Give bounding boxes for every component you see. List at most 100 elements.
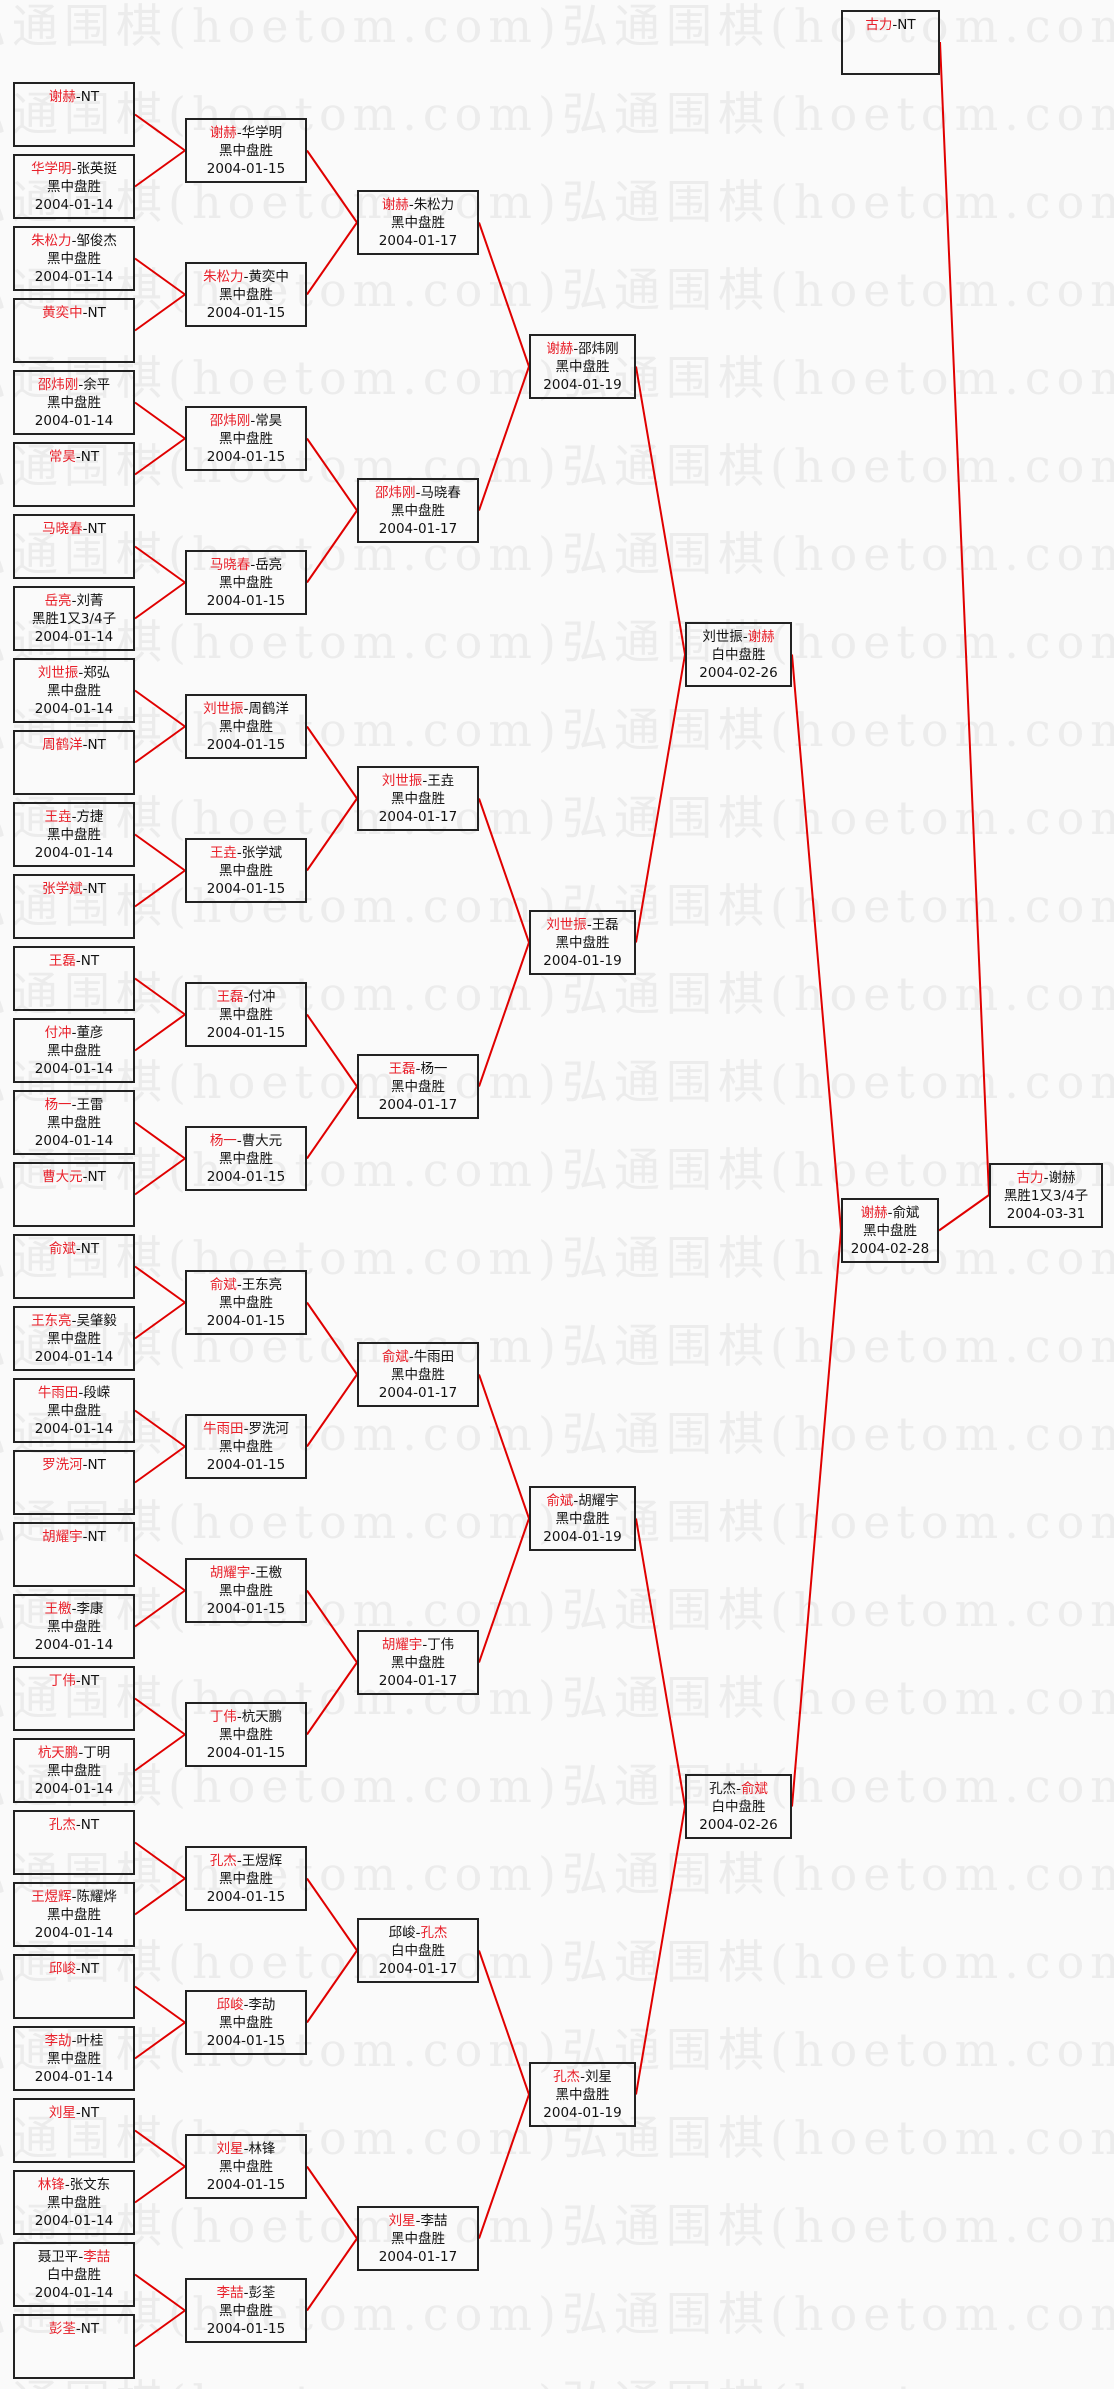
connector-line (306, 149, 358, 224)
match-box-round-2[interactable]: 王垚-张学斌 黑中盘胜 2004-01-15 (185, 838, 307, 903)
match-players: 谢赫-邵炜刚 (531, 340, 634, 358)
player-2: 孔杰 (420, 1925, 448, 1941)
match-box-round-5[interactable]: 刘世振-谢赫 白中盘胜 2004-02-26 (685, 622, 792, 687)
match-players: 俞斌-胡耀宇 (531, 1492, 634, 1510)
connector-line (134, 1877, 186, 1916)
match-box-round-3[interactable]: 邵炜刚-马晓春 黑中盘胜 2004-01-17 (357, 478, 479, 543)
match-box-round-1[interactable]: 曹大元-NT (13, 1162, 135, 1227)
player-2: NT (897, 17, 916, 33)
match-box-round-1[interactable]: 胡耀宇-NT (13, 1522, 135, 1587)
match-box-round-1[interactable]: 彭荃-NT (13, 2314, 135, 2379)
match-box-round-1[interactable]: 张学斌-NT (13, 874, 135, 939)
match-box-round-1[interactable]: 牛雨田-段嵘 黑中盘胜 2004-01-14 (13, 1378, 135, 1443)
match-box-round-1[interactable]: 王煜辉-陈耀烨 黑中盘胜 2004-01-14 (13, 1882, 135, 1947)
match-result: 黑中盘胜 (47, 395, 101, 411)
match-box-round-1[interactable]: 罗洗河-NT (13, 1450, 135, 1515)
connector-line (306, 1085, 358, 1160)
match-box-round-3[interactable]: 俞斌-牛雨田 黑中盘胜 2004-01-17 (357, 1342, 479, 1407)
final-match-box[interactable]: 古力-谢赫 黑胜1又3/4子 2004-03-31 (989, 1162, 1103, 1228)
match-box-round-2[interactable]: 邵炜刚-常昊 黑中盘胜 2004-01-15 (185, 406, 307, 471)
match-box-round-2[interactable]: 俞斌-王东亮 黑中盘胜 2004-01-15 (185, 1270, 307, 1335)
watermark-row: 弘通围棋(hoetom.com)弘通围棋(hoetom.com)弘通围棋(hoe… (0, 782, 1114, 848)
match-box-round-4[interactable]: 孔杰-刘星 黑中盘胜 2004-01-19 (529, 2062, 636, 2127)
match-box-round-3[interactable]: 刘星-李喆 黑中盘胜 2004-01-17 (357, 2206, 479, 2271)
match-box-round-1[interactable]: 杨一-王雷 黑中盘胜 2004-01-14 (13, 1090, 135, 1155)
player-2: NT (80, 449, 100, 465)
match-box-round-1[interactable]: 俞斌-NT (13, 1234, 135, 1299)
match-box-round-1[interactable]: 邱峻-NT (13, 1954, 135, 2019)
match-box-round-1[interactable]: 孔杰-NT (13, 1810, 135, 1875)
match-box-round-4[interactable]: 谢赫-邵炜刚 黑中盘胜 2004-01-19 (529, 334, 636, 399)
match-box-round-2[interactable]: 李喆-彭荃 黑中盘胜 2004-01-15 (185, 2278, 307, 2343)
match-box-round-2[interactable]: 刘世振-周鹤洋 黑中盘胜 2004-01-15 (185, 694, 307, 759)
match-players: 王檄-李康 (15, 1600, 133, 1618)
match-box-round-2[interactable]: 孔杰-王煜辉 黑中盘胜 2004-01-15 (185, 1846, 307, 1911)
player-1: 邱峻 (388, 1925, 416, 1941)
match-box-round-2[interactable]: 谢赫-华学明 黑中盘胜 2004-01-15 (185, 118, 307, 183)
connector-line (134, 2309, 186, 2348)
connector-line (134, 1445, 186, 1484)
match-box-round-1[interactable]: 付冲-董彦 黑中盘胜 2004-01-14 (13, 1018, 135, 1083)
match-box-round-2[interactable]: 刘星-林锋 黑中盘胜 2004-01-15 (185, 2134, 307, 2199)
separator: - (422, 1637, 428, 1653)
match-players: 岳亮-刘菁 (15, 592, 133, 610)
player-2: NT (87, 1169, 106, 1185)
connector-line (306, 1013, 358, 1088)
watermark-text: 弘通围棋(hoetom.com) (0, 439, 562, 493)
match-box-round-1[interactable]: 谢赫-NT (13, 82, 135, 147)
player-1: 刘星 (216, 2141, 244, 2157)
match-date: 2004-01-14 (34, 1925, 114, 1941)
separator: - (78, 665, 84, 681)
match-box-round-1[interactable]: 岳亮-刘菁 黑胜1又3/4子 2004-01-14 (13, 586, 135, 651)
match-box-round-6[interactable]: 谢赫-俞斌 黑中盘胜 2004-02-28 (841, 1198, 939, 1263)
watermark-row: 弘通围棋(hoetom.com)弘通围棋(hoetom.com)弘通围棋(hoe… (0, 1310, 1114, 1376)
connector-line (134, 1697, 186, 1736)
player-1: 王磊 (388, 1061, 416, 1077)
match-result: 黑中盘胜 (219, 2015, 273, 2031)
match-result: 黑中盘胜 (391, 1655, 445, 1671)
match-box-round-1[interactable]: 聂卫平-李喆 白中盘胜 2004-01-14 (13, 2242, 135, 2307)
player-1: 彭荃 (48, 2321, 76, 2337)
match-date: 2004-01-19 (543, 2105, 622, 2121)
separator: - (236, 845, 242, 861)
match-box-round-1[interactable]: 王檄-李康 黑中盘胜 2004-01-14 (13, 1594, 135, 1659)
match-box-round-1[interactable]: 刘星-NT (13, 2098, 135, 2163)
match-box-round-3[interactable]: 王磊-杨一 黑中盘胜 2004-01-17 (357, 1054, 479, 1119)
match-box-round-3[interactable]: 胡耀宇-丁伟 黑中盘胜 2004-01-17 (357, 1630, 479, 1695)
match-box-round-2[interactable]: 丁伟-杭天鹏 黑中盘胜 2004-01-15 (185, 1702, 307, 1767)
match-box-round-2[interactable]: 马晓春-岳亮 黑中盘胜 2004-01-15 (185, 550, 307, 615)
match-box-round-1[interactable]: 杭天鹏-丁明 黑中盘胜 2004-01-14 (13, 1738, 135, 1803)
match-box-round-4[interactable]: 刘世振-王磊 黑中盘胜 2004-01-19 (529, 910, 636, 975)
match-box-round-1[interactable]: 丁伟-NT (13, 1666, 135, 1731)
match-box-round-1[interactable]: 黄奕中-NT (13, 298, 135, 363)
match-box-round-1[interactable]: 马晓春-NT (13, 514, 135, 579)
match-box-round-1[interactable]: 王东亮-吴肇毅 黑中盘胜 2004-01-14 (13, 1306, 135, 1371)
match-box-round-1[interactable]: 王垚-方捷 黑中盘胜 2004-01-14 (13, 802, 135, 867)
match-players: 丁伟-杭天鹏 (187, 1708, 305, 1726)
match-box-round-1[interactable]: 周鹤洋-NT (13, 730, 135, 795)
match-box-round-1[interactable]: 李劼-叶桂 黑中盘胜 2004-01-14 (13, 2026, 135, 2091)
match-box-round-1[interactable]: 王磊-NT (13, 946, 135, 1011)
match-box-round-3[interactable]: 邱峻-孔杰 白中盘胜 2004-01-17 (357, 1918, 479, 1983)
separator: - (243, 1421, 249, 1437)
match-box-round-1[interactable]: 华学明-张英挺 黑中盘胜 2004-01-14 (13, 154, 135, 219)
match-box-round-1[interactable]: 常昊-NT (13, 442, 135, 507)
match-box-round-2[interactable]: 邱峻-李劼 黑中盘胜 2004-01-15 (185, 1990, 307, 2055)
match-box-round-2[interactable]: 王磊-付冲 黑中盘胜 2004-01-15 (185, 982, 307, 1047)
connector-line (306, 1589, 358, 1664)
match-box-round-4[interactable]: 俞斌-胡耀宇 黑中盘胜 2004-01-19 (529, 1486, 636, 1551)
match-box-round-2[interactable]: 牛雨田-罗洗河 黑中盘胜 2004-01-15 (185, 1414, 307, 1479)
connector-line (478, 1950, 530, 2095)
match-box-round-2[interactable]: 朱松力-黄奕中 黑中盘胜 2004-01-15 (185, 262, 307, 327)
match-box-round-5[interactable]: 孔杰-俞斌 白中盘胜 2004-02-26 (685, 1774, 792, 1839)
match-box-round-1[interactable]: 刘世振-郑弘 黑中盘胜 2004-01-14 (13, 658, 135, 723)
match-box-round-1[interactable]: 朱松力-邹俊杰 黑中盘胜 2004-01-14 (13, 226, 135, 291)
match-box-round-3[interactable]: 刘世振-王垚 黑中盘胜 2004-01-17 (357, 766, 479, 831)
watermark-row: 弘通围棋(hoetom.com)弘通围棋(hoetom.com)弘通围棋(hoe… (0, 518, 1114, 584)
match-box-round-3[interactable]: 谢赫-朱松力 黑中盘胜 2004-01-17 (357, 190, 479, 255)
match-box-round-1[interactable]: 林锋-张文东 黑中盘胜 2004-01-14 (13, 2170, 135, 2235)
match-box-round-1[interactable]: 邵炜刚-余平 黑中盘胜 2004-01-14 (13, 370, 135, 435)
match-box-round-2[interactable]: 胡耀宇-王檄 黑中盘胜 2004-01-15 (185, 1558, 307, 1623)
match-box-round-2[interactable]: 杨一-曹大元 黑中盘胜 2004-01-15 (185, 1126, 307, 1191)
seed-box[interactable]: 古力-NT (841, 10, 940, 75)
